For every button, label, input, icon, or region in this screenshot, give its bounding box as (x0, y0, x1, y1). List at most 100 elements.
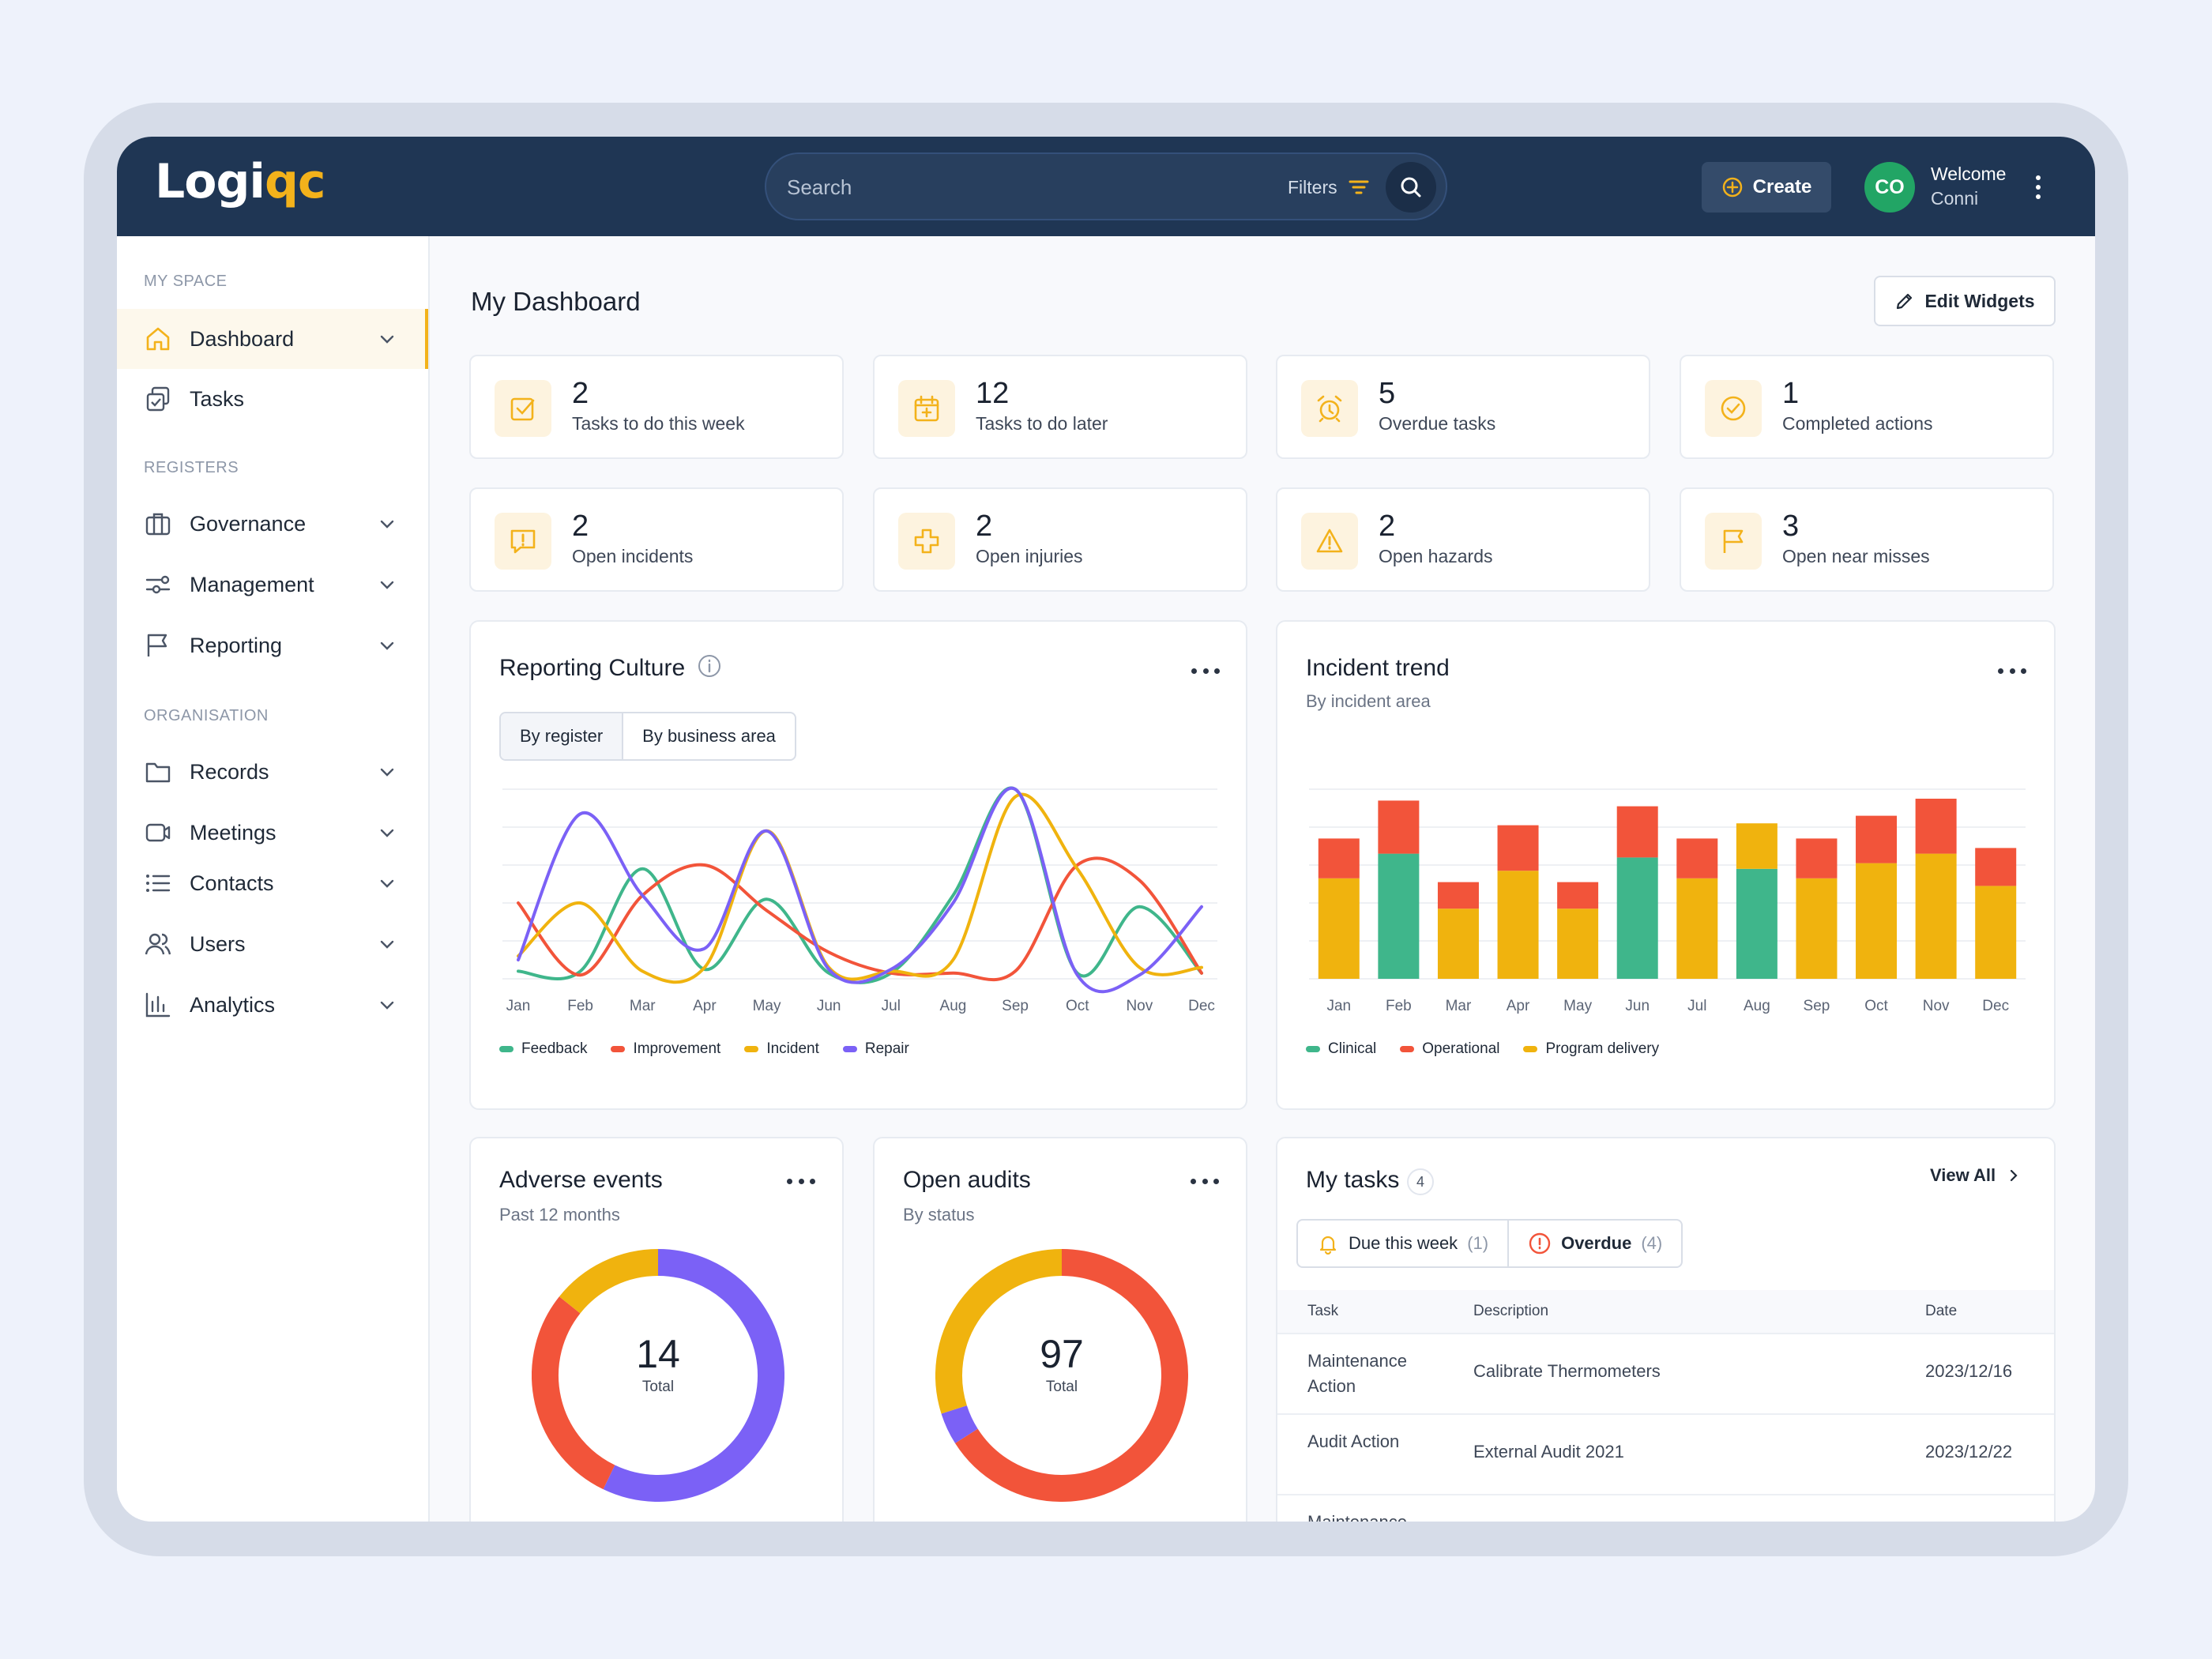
table-row[interactable]: Audit Action External Audit 2021 2023/12… (1277, 1415, 2054, 1495)
kpi-icon-box (898, 380, 955, 437)
kpi-card-open-hazards[interactable]: 2 Open hazards (1276, 487, 1650, 592)
chevron-down-icon (380, 768, 394, 777)
card-title: My tasks (1306, 1167, 1400, 1193)
legend-item: Improvement (611, 1040, 720, 1058)
legend-label: Program delivery (1545, 1040, 1660, 1057)
open-audits-card: Open audits By status 97 Total (873, 1137, 1247, 1522)
card-subtitle: By incident area (1306, 691, 1431, 711)
kpi-card-overdue-tasks[interactable]: 5 Overdue tasks (1276, 355, 1650, 459)
task-description: Calibrate Thermometers (1473, 1361, 1661, 1381)
x-tick-label: Apr (1507, 998, 1530, 1014)
bar-clinical (1736, 868, 1778, 979)
sidebar-item-label: Users (190, 931, 246, 956)
plus-circle-icon (1722, 177, 1742, 198)
card-title: Reporting Culture (499, 655, 686, 681)
x-tick-label: Oct (1066, 998, 1089, 1014)
kpi-card-tasks-this-week[interactable]: 2 Tasks to do this week (469, 355, 844, 459)
x-tick-label: Aug (940, 998, 967, 1014)
info-icon[interactable] (697, 653, 722, 679)
sidebar-item-records[interactable]: Records (117, 742, 428, 802)
kpi-label: Tasks to do later (976, 413, 1108, 434)
sidebar-item-management[interactable]: Management (117, 555, 428, 615)
sidebar-item-analytics[interactable]: Analytics (117, 975, 428, 1035)
card-subtitle: By status (903, 1205, 975, 1224)
reporting-culture-toggle: By register By business area (499, 712, 796, 761)
kpi-label: Completed actions (1782, 413, 1933, 434)
edit-widgets-button[interactable]: Edit Widgets (1874, 276, 2056, 326)
edit-widgets-label: Edit Widgets (1924, 290, 2035, 311)
bar-operational (1557, 882, 1599, 909)
kpi-value: 2 (572, 377, 589, 410)
sidebar-item-users[interactable]: Users (117, 914, 428, 974)
sidebar-item-label: Reporting (190, 633, 283, 657)
bar-operational (1378, 800, 1420, 854)
logo[interactable]: Logiqc (155, 154, 325, 209)
sidebar: MY SPACE Dashboard Tasks REGISTERS Gover… (117, 236, 430, 1522)
sidebar-item-dashboard[interactable]: Dashboard (117, 309, 428, 369)
card-menu-button[interactable] (787, 1173, 815, 1189)
card-subtitle: Past 12 months (499, 1205, 620, 1224)
tab-by-register[interactable]: By register (501, 713, 624, 759)
sidebar-item-governance[interactable]: Governance (117, 494, 428, 554)
kpi-icon-box (1301, 380, 1358, 437)
kpi-card-completed-actions[interactable]: 1 Completed actions (1680, 355, 2054, 459)
kpi-card-open-incidents[interactable]: 2 Open incidents (469, 487, 844, 592)
sidebar-item-tasks[interactable]: Tasks (117, 369, 428, 429)
x-tick-label: Feb (1386, 998, 1412, 1014)
table-row[interactable]: Maintenance Action Calibrate Thermometer… (1277, 1334, 2054, 1415)
create-button[interactable]: Create (1702, 162, 1831, 213)
card-menu-button[interactable] (1191, 663, 1220, 679)
donut-total-value: 14 (636, 1332, 680, 1376)
legend-item: Feedback (499, 1040, 587, 1058)
top-bar: Logiqc Filters Create CO Welcome Conni (117, 137, 2095, 236)
card-menu-button[interactable] (1998, 663, 2026, 679)
search-input[interactable] (787, 171, 1229, 203)
kpi-value: 1 (1782, 377, 1800, 410)
kpi-card-tasks-later[interactable]: 12 Tasks to do later (873, 355, 1247, 459)
view-all-link[interactable]: View All (1930, 1165, 2021, 1186)
search-icon (1401, 177, 1421, 198)
x-tick-label: Jul (882, 998, 901, 1014)
briefcase-icon (145, 513, 171, 536)
avatar[interactable]: CO (1864, 162, 1915, 213)
sidebar-item-reporting[interactable]: Reporting (117, 615, 428, 675)
kpi-label: Open injuries (976, 546, 1083, 566)
card-menu-button[interactable] (1191, 1173, 1219, 1189)
kpi-card-open-injuries[interactable]: 2 Open injuries (873, 487, 1247, 592)
kpi-card-open-near-misses[interactable]: 3 Open near misses (1680, 487, 2054, 592)
donut-slice-yellow (935, 1249, 1063, 1414)
bar-operational (1856, 815, 1898, 863)
filters-button[interactable]: Filters (1288, 171, 1369, 203)
incident-trend-card: Incident trend By incident area Jan Feb Ma… (1276, 620, 2056, 1110)
tab-overdue[interactable]: Overdue (4) (1509, 1221, 1681, 1266)
search-button[interactable] (1386, 162, 1436, 213)
bar-program-delivery (1915, 853, 1957, 979)
users-icon (145, 933, 171, 955)
donut-slice-purple (941, 1405, 978, 1443)
more-menu-button[interactable] (2029, 170, 2048, 205)
sidebar-item-label: Tasks (190, 386, 245, 411)
table-row[interactable]: Maintenance (1277, 1495, 2054, 1522)
legend-item: Operational (1400, 1040, 1499, 1058)
task-name: Maintenance Action (1307, 1351, 1407, 1396)
task-date: 2023/12/22 (1925, 1442, 2013, 1462)
sidebar-item-contacts[interactable]: Contacts (117, 853, 428, 913)
sidebar-item-label: Management (190, 572, 314, 596)
home-icon (146, 327, 170, 351)
series-line-improvement (517, 856, 1203, 981)
donut-total: 14 Total (579, 1331, 737, 1396)
view-all-label: View All (1930, 1165, 1996, 1185)
sidebar-item-label: Governance (190, 511, 307, 536)
flag-icon (147, 634, 167, 656)
bar-program-delivery (1796, 878, 1838, 979)
tab-by-business-area[interactable]: By business area (642, 726, 776, 746)
my-tasks-card: My tasks 4 View All Due this week (1) Ov… (1276, 1137, 2056, 1522)
kpi-value: 5 (1379, 377, 1396, 410)
donut-slice-red (532, 1296, 615, 1490)
user-name: Conni (1931, 188, 1979, 209)
x-tick-label: May (753, 998, 781, 1014)
folder-icon (145, 762, 171, 783)
series-line-feedback (517, 786, 1203, 984)
sidebar-item-meetings[interactable]: Meetings (117, 803, 428, 863)
tab-due-this-week[interactable]: Due this week (1) (1298, 1221, 1510, 1266)
